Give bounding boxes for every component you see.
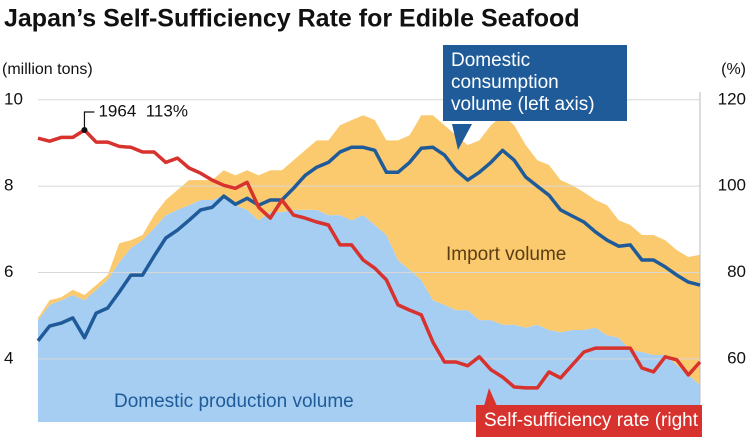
y-tick-label: 4 (4, 348, 13, 367)
chart-title: Japan’s Self-Sufficiency Rate for Edible… (4, 5, 580, 33)
area-0 (38, 195, 700, 422)
chart: Japan’s Self-Sufficiency Rate for Edible… (2, 5, 746, 422)
rate-pointer (484, 388, 497, 406)
label-rate: Self-sufficiency rate (right axis) (476, 405, 702, 437)
annotation: 1964 113% (98, 101, 187, 120)
line-2 (36, 145, 701, 342)
y2-tick-label: 100 (718, 176, 746, 195)
label-production: Domestic production volume (114, 391, 354, 412)
annotation-leader (83, 111, 95, 131)
y2-tick-label: 80 (727, 262, 746, 281)
label-import: Import volume (446, 244, 567, 265)
y2-axis-label: (%) (721, 61, 746, 78)
y-tick-label: 6 (4, 262, 13, 281)
page: {"chart_data": { "type": "stacked_area_l… (2, 4, 746, 437)
y-tick-label: 8 (4, 176, 13, 195)
label-consumption: Domestic consumption volume (left axis) (443, 45, 627, 121)
callout-pointer (452, 124, 472, 150)
y2-tick-label: 120 (718, 89, 746, 108)
y2-tick-label: 60 (727, 348, 746, 367)
areas (38, 115, 700, 422)
line-3 (37, 128, 702, 390)
y-axis-label: (million tons) (2, 61, 93, 78)
y-tick-label: 10 (4, 89, 23, 108)
